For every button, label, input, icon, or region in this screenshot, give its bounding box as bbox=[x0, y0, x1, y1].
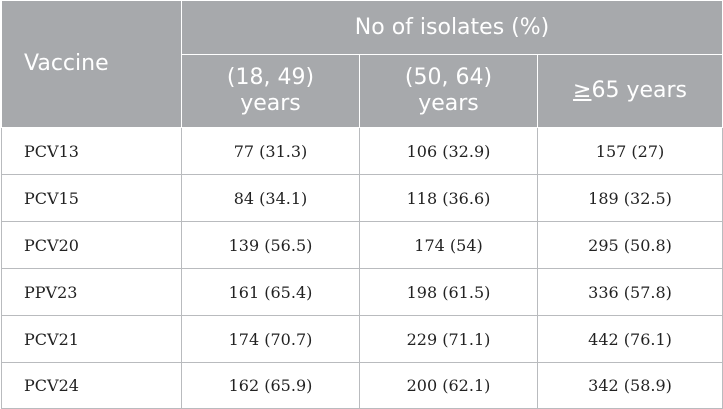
value-cell: 342 (58.9) bbox=[536, 362, 723, 409]
header-age-50-64: (50, 64) years bbox=[359, 54, 538, 128]
value-cell: 229 (71.1) bbox=[359, 315, 538, 363]
value-cell: 84 (34.1) bbox=[181, 174, 360, 222]
vaccine-name: PCV20 bbox=[1, 221, 182, 269]
value-cell: 295 (50.8) bbox=[536, 221, 723, 269]
vaccine-name: PCV13 bbox=[1, 127, 182, 175]
value-cell: 174 (54) bbox=[359, 221, 538, 269]
vaccine-name: PPV23 bbox=[1, 268, 182, 316]
table-body: PCV13 77 (31.3) 106 (32.9) 157 (27) PCV1… bbox=[1, 127, 723, 409]
vaccine-name: PCV15 bbox=[1, 174, 182, 222]
value-cell: 157 (27) bbox=[536, 127, 723, 175]
value-cell: 106 (32.9) bbox=[359, 127, 538, 175]
vaccine-name: PCV21 bbox=[1, 315, 182, 363]
value-cell: 174 (70.7) bbox=[181, 315, 360, 363]
table-row: PCV21 174 (70.7) 229 (71.1) 442 (76.1) bbox=[1, 315, 723, 363]
header-no-of-isolates: No of isolates (%) bbox=[180, 0, 723, 55]
value-cell: 442 (76.1) bbox=[536, 315, 723, 363]
table-row: PCV24 162 (65.9) 200 (62.1) 342 (58.9) bbox=[1, 362, 723, 409]
table-row: PCV15 84 (34.1) 118 (36.6) 189 (32.5) bbox=[1, 174, 723, 222]
header-age-65-plus: ≥65 years bbox=[536, 54, 723, 128]
table-row: PCV20 139 (56.5) 174 (54) 295 (50.8) bbox=[1, 221, 723, 269]
header-vaccine: Vaccine bbox=[1, 0, 182, 128]
value-cell: 118 (36.6) bbox=[359, 174, 538, 222]
table-row: PPV23 161 (65.4) 198 (61.5) 336 (57.8) bbox=[1, 268, 723, 316]
value-cell: 77 (31.3) bbox=[181, 127, 360, 175]
value-cell: 336 (57.8) bbox=[536, 268, 723, 316]
value-cell: 161 (65.4) bbox=[181, 268, 360, 316]
value-cell: 200 (62.1) bbox=[359, 362, 538, 409]
value-cell: 139 (56.5) bbox=[181, 221, 360, 269]
value-cell: 198 (61.5) bbox=[359, 268, 538, 316]
header-age-18-49: (18, 49) years bbox=[181, 54, 360, 128]
value-cell: 162 (65.9) bbox=[181, 362, 360, 409]
vaccine-name: PCV24 bbox=[1, 362, 182, 409]
value-cell: 189 (32.5) bbox=[536, 174, 723, 222]
table-row: PCV13 77 (31.3) 106 (32.9) 157 (27) bbox=[1, 127, 723, 175]
